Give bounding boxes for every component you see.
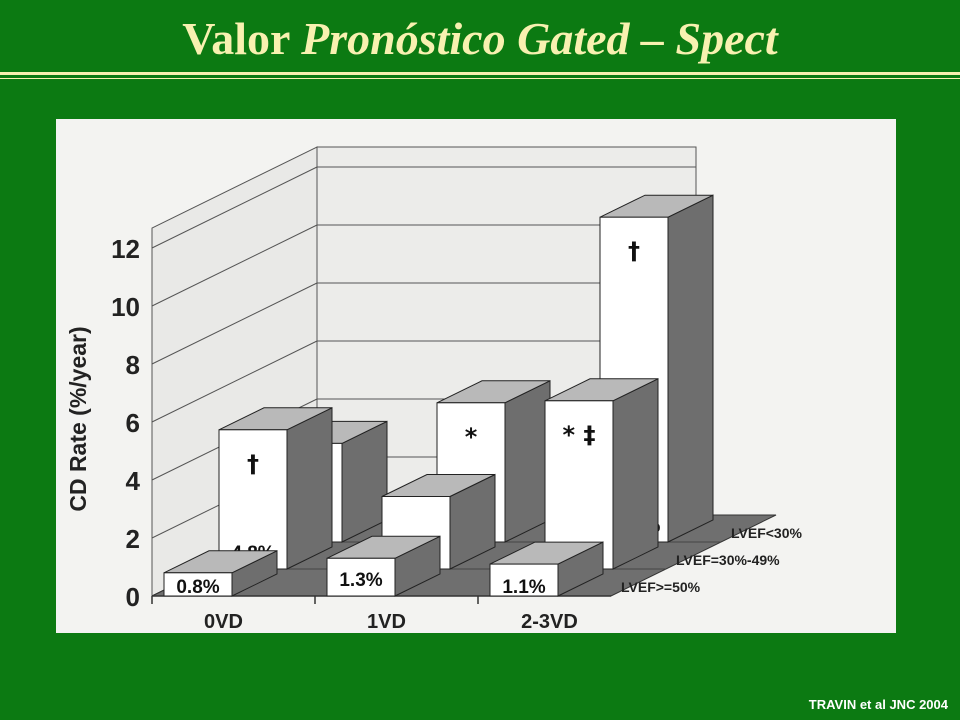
citation: TRAVIN et al JNC 2004 <box>808 697 948 712</box>
significance-mark: † <box>628 237 640 265</box>
y-axis-label: CD Rate (%/year) <box>65 326 91 511</box>
gridline-side <box>151 224 318 307</box>
significance-mark: * <box>465 423 478 451</box>
gridline-side <box>151 166 318 249</box>
y-tick-label: 8 <box>126 350 140 380</box>
bar <box>326 557 396 597</box>
gridline-side <box>151 282 318 365</box>
bar <box>544 400 614 570</box>
bar-side <box>667 194 714 543</box>
title-italic: Pronóstico Gated – Spect <box>301 13 778 64</box>
x-tick-label: 0VD <box>204 611 243 633</box>
data-label: 0.8% <box>176 577 219 598</box>
series-label: LVEF>=50% <box>621 579 701 595</box>
title-rule-thin <box>0 78 960 79</box>
slide-title: Valor Pronóstico Gated – Spect <box>0 12 960 65</box>
y-tick-label: 10 <box>111 292 140 322</box>
cd-rate-chart: 0 2 4 6 8 10 12 CD Rate (%/year) 0VD 1VD 2-3VD LVEF… <box>65 146 802 633</box>
series-label: LVEF<30% <box>731 525 802 541</box>
y-tick-label: 6 <box>126 408 140 438</box>
significance-mark: † <box>247 450 259 478</box>
gridline-side <box>151 340 318 423</box>
x-tick-label: 1VD <box>367 611 406 633</box>
y-tick-label: 2 <box>126 524 140 554</box>
x-tick-label: 2-3VD <box>521 611 578 633</box>
y-tick-label: 4 <box>126 466 141 496</box>
data-label: 1.1% <box>502 577 545 598</box>
bar <box>163 572 233 597</box>
y-tick-label: 12 <box>111 234 140 264</box>
title-rule <box>0 72 960 75</box>
bar-side <box>286 406 333 570</box>
data-label: 1.3% <box>339 570 382 591</box>
significance-mark: * ‡ <box>563 421 596 449</box>
y-tick-label: 0 <box>126 582 140 612</box>
bar <box>489 563 559 597</box>
bar-side <box>504 379 551 543</box>
chart-panel: 0 2 4 6 8 10 12 CD Rate (%/year) 0VD 1VD 2-3VD LVEF… <box>56 119 896 633</box>
bar <box>218 429 288 570</box>
bar-side <box>612 377 659 570</box>
title-plain: Valor <box>182 13 302 64</box>
series-label: LVEF=30%-49% <box>676 552 780 568</box>
